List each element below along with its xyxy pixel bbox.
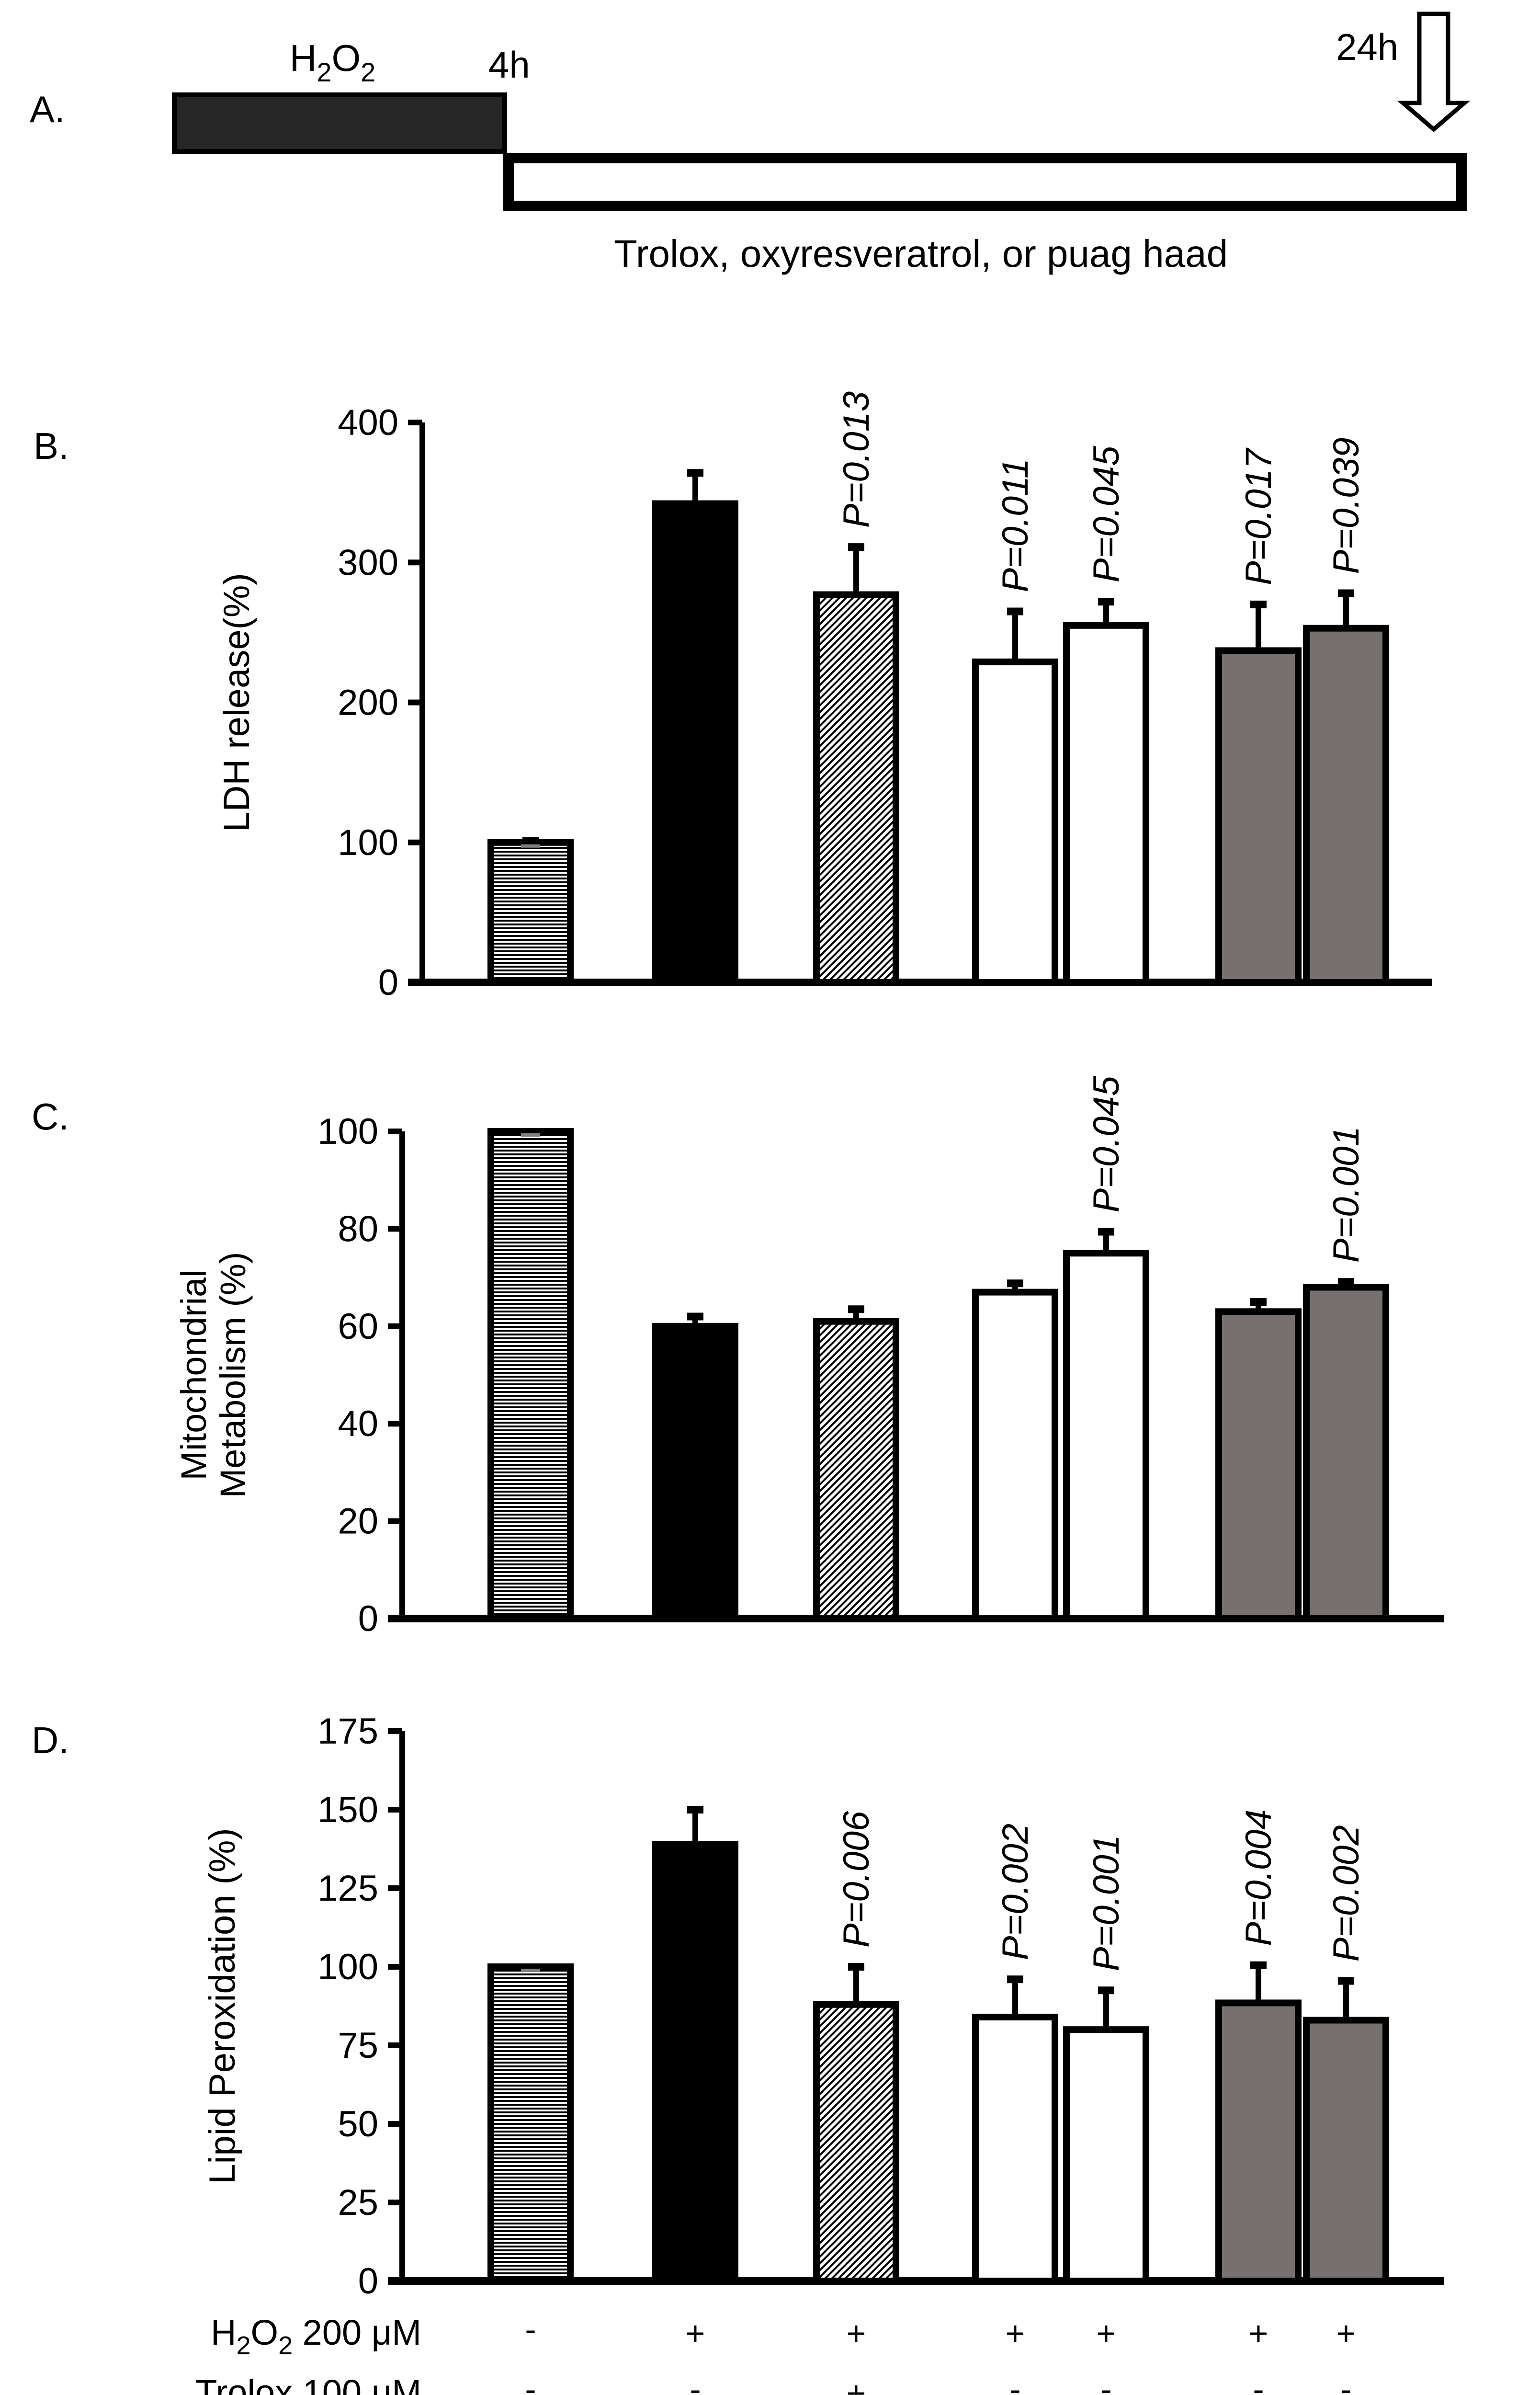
y-tick-label: 75 — [338, 2025, 378, 2066]
p-value-label: P=0.039 — [1326, 437, 1367, 574]
treatment-cell: - — [525, 2371, 536, 2395]
bar — [1063, 622, 1149, 986]
y-tick-label: 20 — [338, 1501, 378, 1542]
error-cap — [521, 1969, 540, 1972]
bar — [652, 500, 738, 986]
treatment-cell: - — [525, 2311, 536, 2348]
y-axis-label: Mitochondrial — [174, 1269, 214, 1480]
panel-a-timeline: A. H2O2 4h Trolox, oxyresveratrol, or pu… — [30, 11, 1471, 275]
bar — [1303, 1284, 1389, 1622]
y-tick-label: 175 — [317, 1711, 378, 1752]
error-cap — [521, 844, 540, 848]
treatment-cell: - — [1100, 2371, 1111, 2395]
y-axis-label: Lipid Peroxidation (%) — [202, 1828, 243, 2184]
y-tick-label: 0 — [358, 2261, 378, 2302]
treatment-cell: + — [847, 2315, 866, 2352]
y-tick-label: 60 — [338, 1306, 378, 1347]
panel-d-label: D. — [32, 1719, 69, 1761]
bar — [1215, 647, 1302, 986]
bar — [1215, 1308, 1302, 1622]
p-value-label: P=0.002 — [995, 1824, 1036, 1960]
bar — [1303, 2017, 1389, 2284]
treatment-period-bar — [503, 153, 1467, 211]
bar — [487, 1963, 574, 2284]
bar — [813, 1318, 899, 1622]
h2o2-label: H2O2 — [290, 37, 375, 87]
y-tick-label: 100 — [317, 1947, 378, 1987]
time-24h-label: 24h — [1336, 26, 1398, 68]
y-tick-label: 0 — [378, 962, 398, 1003]
treatment-cell: + — [1006, 2315, 1025, 2352]
treatment-cell: + — [847, 2374, 866, 2395]
y-tick-label: 80 — [338, 1209, 378, 1249]
p-value-label: P=0.001 — [1326, 1126, 1367, 1263]
p-value-label: P=0.004 — [1238, 1809, 1279, 1946]
y-tick-label: 100 — [317, 1111, 378, 1152]
p-value-label: P=0.011 — [995, 458, 1036, 593]
bar — [972, 1289, 1058, 1622]
bar — [1303, 625, 1389, 986]
panel-a-label: A. — [30, 88, 65, 130]
bar — [813, 591, 899, 986]
y-tick-label: 400 — [338, 402, 398, 443]
h2o2-exposure-bar — [172, 92, 507, 154]
treatment-cell: + — [686, 2315, 705, 2352]
treatment-cell: - — [690, 2371, 701, 2395]
treatment-cell: - — [1009, 2371, 1020, 2395]
bar — [1063, 1250, 1149, 1622]
bar — [487, 839, 574, 986]
y-tick-label: 0 — [358, 1598, 378, 1639]
time-4h-label: 4h — [488, 44, 530, 86]
y-tick-label: 300 — [338, 542, 398, 583]
y-tick-label: 40 — [338, 1403, 378, 1444]
p-value-label: P=0.006 — [836, 1811, 877, 1948]
bar — [972, 2013, 1058, 2284]
treatment-cell: + — [1097, 2315, 1116, 2352]
bar — [652, 1841, 738, 2284]
panel-b-label: B. — [34, 425, 69, 467]
treatment-cell: - — [1340, 2371, 1351, 2395]
treatment-cell: - — [1253, 2371, 1264, 2395]
treatment-cell: + — [1336, 2315, 1356, 2352]
y-tick-label: 100 — [338, 822, 398, 863]
chart-lipid-peroxidation: 0 25 50 75 100 125 150 175 Lipid Peroxidation (%… — [202, 1711, 1444, 2302]
bar — [1063, 2026, 1149, 2285]
y-tick-label: 25 — [338, 2182, 378, 2223]
p-value-label: P=0.045 — [1086, 1076, 1127, 1213]
y-tick-label: 50 — [338, 2104, 378, 2144]
p-value-label: P=0.017 — [1238, 447, 1279, 585]
treatment-cell: + — [1249, 2315, 1268, 2352]
bar — [652, 1323, 738, 1622]
p-value-label: P=0.045 — [1086, 445, 1127, 582]
y-tick-label: 150 — [317, 1790, 378, 1830]
panel-c-label: C. — [32, 1095, 69, 1138]
y-tick-label: 125 — [317, 1868, 378, 1909]
chart-ldh-release: 0 100 200 300 400 LDH release(%) P=0.013 P=0.01… — [216, 391, 1432, 1003]
down-arrow-icon — [1397, 11, 1471, 132]
treatment-table: H2O2 200 μM-++++++Trolox 100 μM--+----Ox… — [195, 2311, 1356, 2395]
y-axis-label: LDH release(%) — [216, 573, 257, 832]
p-value-label: P=0.001 — [1086, 1835, 1127, 1971]
error-cap — [521, 1133, 540, 1137]
treatment-row-label: Trolox 100 μM — [195, 2372, 421, 2395]
bar — [1215, 1999, 1302, 2284]
bar — [487, 1128, 574, 1622]
chart-mitochondrial-metabolism: 0 20 40 60 80 100 Mitochondrial Metabolism (%) P… — [174, 1076, 1444, 1639]
p-value-label: P=0.013 — [836, 391, 877, 528]
treatment-row-label: H2O2 200 μM — [211, 2313, 421, 2360]
p-value-label: P=0.002 — [1326, 1825, 1367, 1962]
y-tick-label: 200 — [338, 683, 398, 723]
bar — [813, 2001, 899, 2285]
y-axis-label: Metabolism (%) — [213, 1252, 253, 1498]
treatment-text: Trolox, oxyresveratrol, or puag haad — [614, 232, 1228, 275]
bar — [972, 658, 1058, 986]
